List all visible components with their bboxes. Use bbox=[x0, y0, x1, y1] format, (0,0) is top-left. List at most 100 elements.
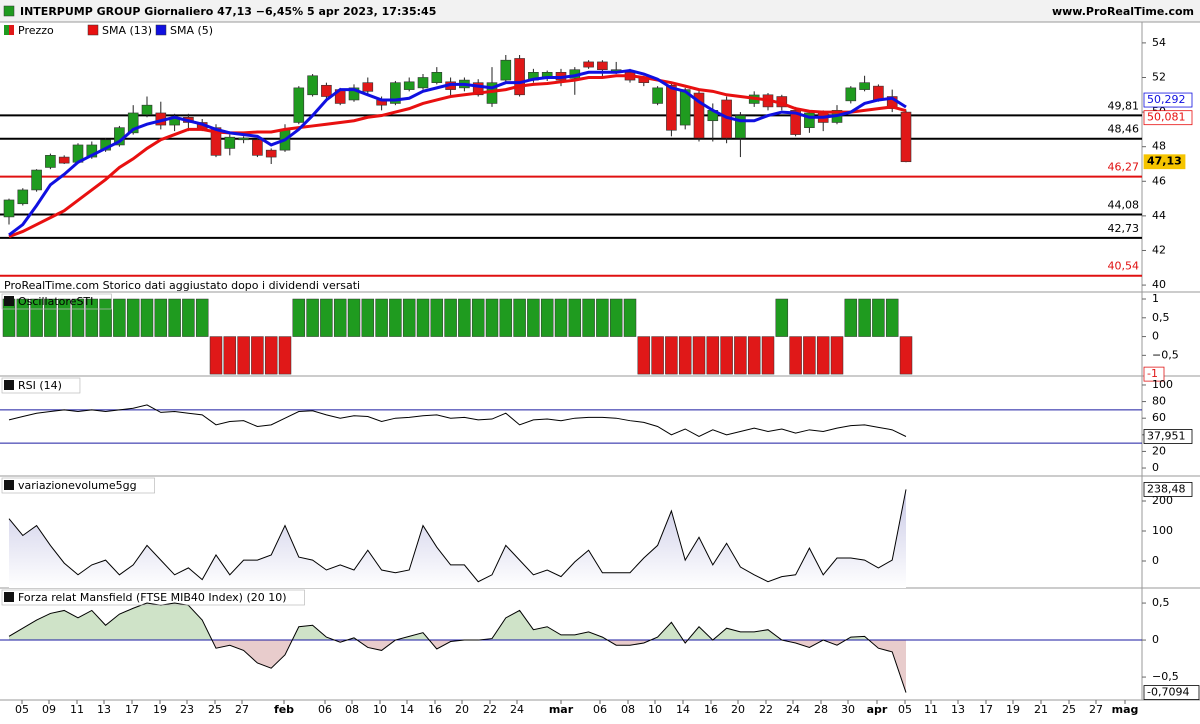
candle-body bbox=[472, 82, 484, 96]
level-label: 42,73 bbox=[1108, 222, 1140, 235]
bar bbox=[223, 336, 237, 375]
bar bbox=[16, 298, 30, 337]
candle-body bbox=[583, 61, 594, 68]
x-tick-label: 24 bbox=[510, 703, 524, 716]
y-tick-label: 0 bbox=[1152, 330, 1159, 343]
candle-body bbox=[666, 84, 677, 131]
legend-swatch bbox=[9, 25, 14, 35]
candle-body bbox=[293, 87, 305, 123]
area-fill bbox=[9, 489, 906, 588]
candle-body bbox=[58, 156, 70, 164]
bar bbox=[803, 336, 816, 375]
panel-title: variazionevolume5gg bbox=[18, 479, 137, 492]
candle-body bbox=[735, 115, 746, 139]
bar bbox=[430, 298, 444, 337]
candle-body bbox=[17, 189, 29, 205]
header-bar bbox=[0, 0, 1200, 22]
y-tick-label: 1 bbox=[1152, 292, 1159, 305]
line bbox=[8, 404, 907, 438]
legend-swatch bbox=[87, 24, 99, 36]
candle-body bbox=[307, 75, 318, 96]
x-tick-label: 13 bbox=[951, 703, 965, 716]
y-tick-label: 100 bbox=[1152, 524, 1173, 537]
candle-body bbox=[362, 82, 374, 92]
bar bbox=[389, 298, 402, 337]
candle-body bbox=[3, 199, 15, 218]
y-tick-label: 0 bbox=[1152, 461, 1159, 474]
bar bbox=[720, 336, 733, 375]
bar bbox=[347, 298, 361, 337]
bar bbox=[237, 336, 250, 375]
plot-area bbox=[0, 404, 1142, 444]
header-site[interactable]: www.ProRealTime.com bbox=[1052, 5, 1194, 18]
candle-body bbox=[597, 61, 608, 71]
y-tick-label: 200 bbox=[1152, 494, 1173, 507]
bar bbox=[126, 298, 140, 337]
x-tick-label: 16 bbox=[704, 703, 718, 716]
line bbox=[8, 489, 907, 583]
level-label: 48,46 bbox=[1108, 123, 1140, 136]
bar bbox=[209, 336, 223, 375]
bar bbox=[499, 298, 513, 337]
y-tick-label: 52 bbox=[1152, 70, 1166, 83]
y-tick-label: 0,5 bbox=[1152, 311, 1170, 324]
candle-body bbox=[859, 82, 870, 90]
sma-line bbox=[8, 69, 907, 237]
last-value-box bbox=[1143, 429, 1193, 444]
candle-body bbox=[845, 87, 857, 102]
x-tick-label: mar bbox=[549, 703, 574, 716]
x-tick-label: 30 bbox=[841, 703, 855, 716]
bar bbox=[706, 336, 720, 375]
bar bbox=[665, 336, 678, 375]
bar bbox=[57, 298, 71, 337]
y-tick-label: 60 bbox=[1152, 411, 1166, 424]
last-value-box bbox=[1143, 110, 1193, 126]
candle-body bbox=[431, 72, 443, 83]
y-tick-label: 100 bbox=[1152, 378, 1173, 391]
bar bbox=[168, 298, 181, 337]
bar bbox=[678, 336, 692, 375]
x-tick-label: 09 bbox=[42, 703, 56, 716]
bar bbox=[195, 298, 209, 337]
last-value-label: -1 bbox=[1147, 367, 1158, 380]
bar bbox=[320, 298, 333, 337]
candle-body bbox=[900, 111, 912, 163]
level-label: 40,54 bbox=[1108, 260, 1140, 273]
panel-icon bbox=[4, 296, 14, 306]
x-tick-label: 25 bbox=[1062, 703, 1076, 716]
bar bbox=[458, 298, 471, 337]
last-value-label: 238,48 bbox=[1147, 482, 1186, 495]
panel-title-box bbox=[1, 377, 81, 394]
x-tick-label: 19 bbox=[1006, 703, 1020, 716]
legend-label: SMA (5) bbox=[170, 24, 213, 37]
x-tick-label: 08 bbox=[621, 703, 635, 716]
bar bbox=[471, 298, 485, 337]
bar bbox=[651, 336, 664, 375]
x-tick-label: 06 bbox=[318, 703, 332, 716]
bar bbox=[830, 336, 844, 375]
last-value-box bbox=[1143, 92, 1193, 108]
x-tick-label: 20 bbox=[455, 703, 469, 716]
x-tick-label: 27 bbox=[1089, 703, 1103, 716]
last-value-box bbox=[1143, 154, 1186, 170]
candle-body bbox=[652, 87, 663, 104]
candle-body bbox=[252, 139, 263, 156]
x-tick-label: 19 bbox=[153, 703, 167, 716]
x-tick-label: 16 bbox=[428, 703, 442, 716]
legend-label: Prezzo bbox=[18, 24, 54, 37]
y-tick-label: 42 bbox=[1152, 243, 1166, 256]
panel-title-box bbox=[1, 477, 155, 494]
header-title: INTERPUMP GROUP Giornaliero 47,13 −6,45%… bbox=[20, 5, 436, 18]
area-fill-positive bbox=[9, 603, 906, 641]
y-tick-label: 0,5 bbox=[1152, 596, 1170, 609]
y-tick-label: 80 bbox=[1152, 395, 1166, 408]
plot-area bbox=[8, 489, 907, 588]
data-note: ProRealTime.com Storico dati aggiustato … bbox=[4, 279, 360, 292]
bar bbox=[582, 298, 595, 337]
bar bbox=[872, 298, 885, 337]
panel-icon bbox=[4, 380, 14, 390]
x-tick-label: apr bbox=[867, 703, 888, 716]
candle-body bbox=[804, 112, 815, 128]
